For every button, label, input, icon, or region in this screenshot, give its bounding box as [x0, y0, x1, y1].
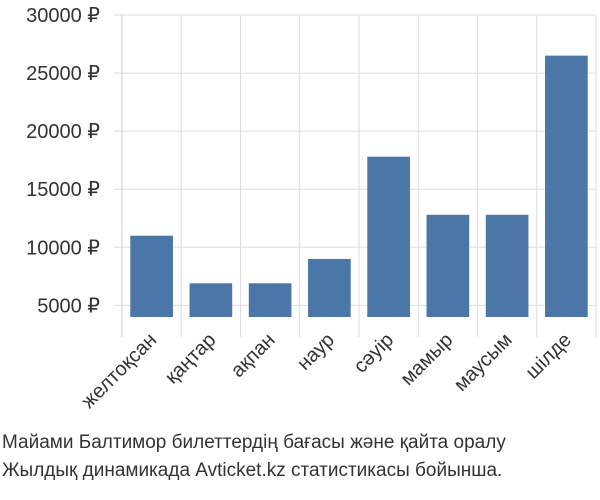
bar: [485, 214, 529, 317]
grid-lines: [114, 14, 597, 337]
bar: [367, 156, 410, 317]
bar-chart: 5000 ₽ 10000 ₽ 15000 ₽ 20000 ₽ 25000 ₽ 30000 …: [26, 5, 597, 413]
x-tick-label: сәуір: [350, 329, 399, 378]
bar: [545, 55, 588, 318]
caption-line-1: Майами Балтимор билеттердің бағасы және …: [2, 432, 506, 453]
y-tick-label: 10000 ₽: [26, 237, 100, 259]
y-tick-label: 20000 ₽: [26, 121, 100, 143]
y-tick-label: 15000 ₽: [26, 179, 100, 201]
x-tick-label: шілде: [521, 329, 575, 383]
x-tick-label: қаңтар: [161, 329, 220, 388]
x-tick-label: маусым: [450, 329, 517, 396]
bar: [130, 235, 173, 317]
bar: [308, 258, 351, 317]
bar: [189, 283, 233, 317]
caption-line-2: Жылдық динамикада Avticket.kz статистика…: [2, 460, 503, 481]
bars: [130, 55, 588, 318]
x-tick-label: желтоқсан: [77, 329, 161, 413]
x-tick-label: мамыр: [397, 329, 458, 390]
bar: [426, 214, 470, 317]
x-tick-label: ақпан: [227, 329, 280, 382]
y-axis: 5000 ₽ 10000 ₽ 15000 ₽ 20000 ₽ 25000 ₽ 30000 …: [26, 5, 100, 317]
y-tick-label: 25000 ₽: [26, 63, 100, 85]
bar: [248, 283, 292, 317]
y-tick-label: 30000 ₽: [26, 5, 100, 27]
x-axis: желтоқсан қаңтар ақпан наур сәуірмамырмаусым…: [77, 329, 576, 413]
y-tick-label: 5000 ₽: [37, 295, 100, 317]
